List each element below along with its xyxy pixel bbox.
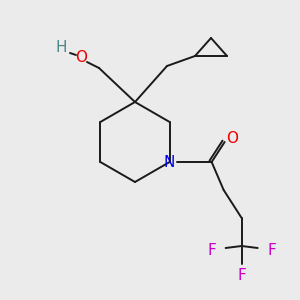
Text: F: F xyxy=(207,242,216,257)
Text: F: F xyxy=(237,268,246,284)
Text: F: F xyxy=(267,242,276,257)
Text: N: N xyxy=(164,154,175,169)
Text: O: O xyxy=(226,130,238,146)
Text: H: H xyxy=(55,40,67,56)
Text: O: O xyxy=(75,50,87,65)
